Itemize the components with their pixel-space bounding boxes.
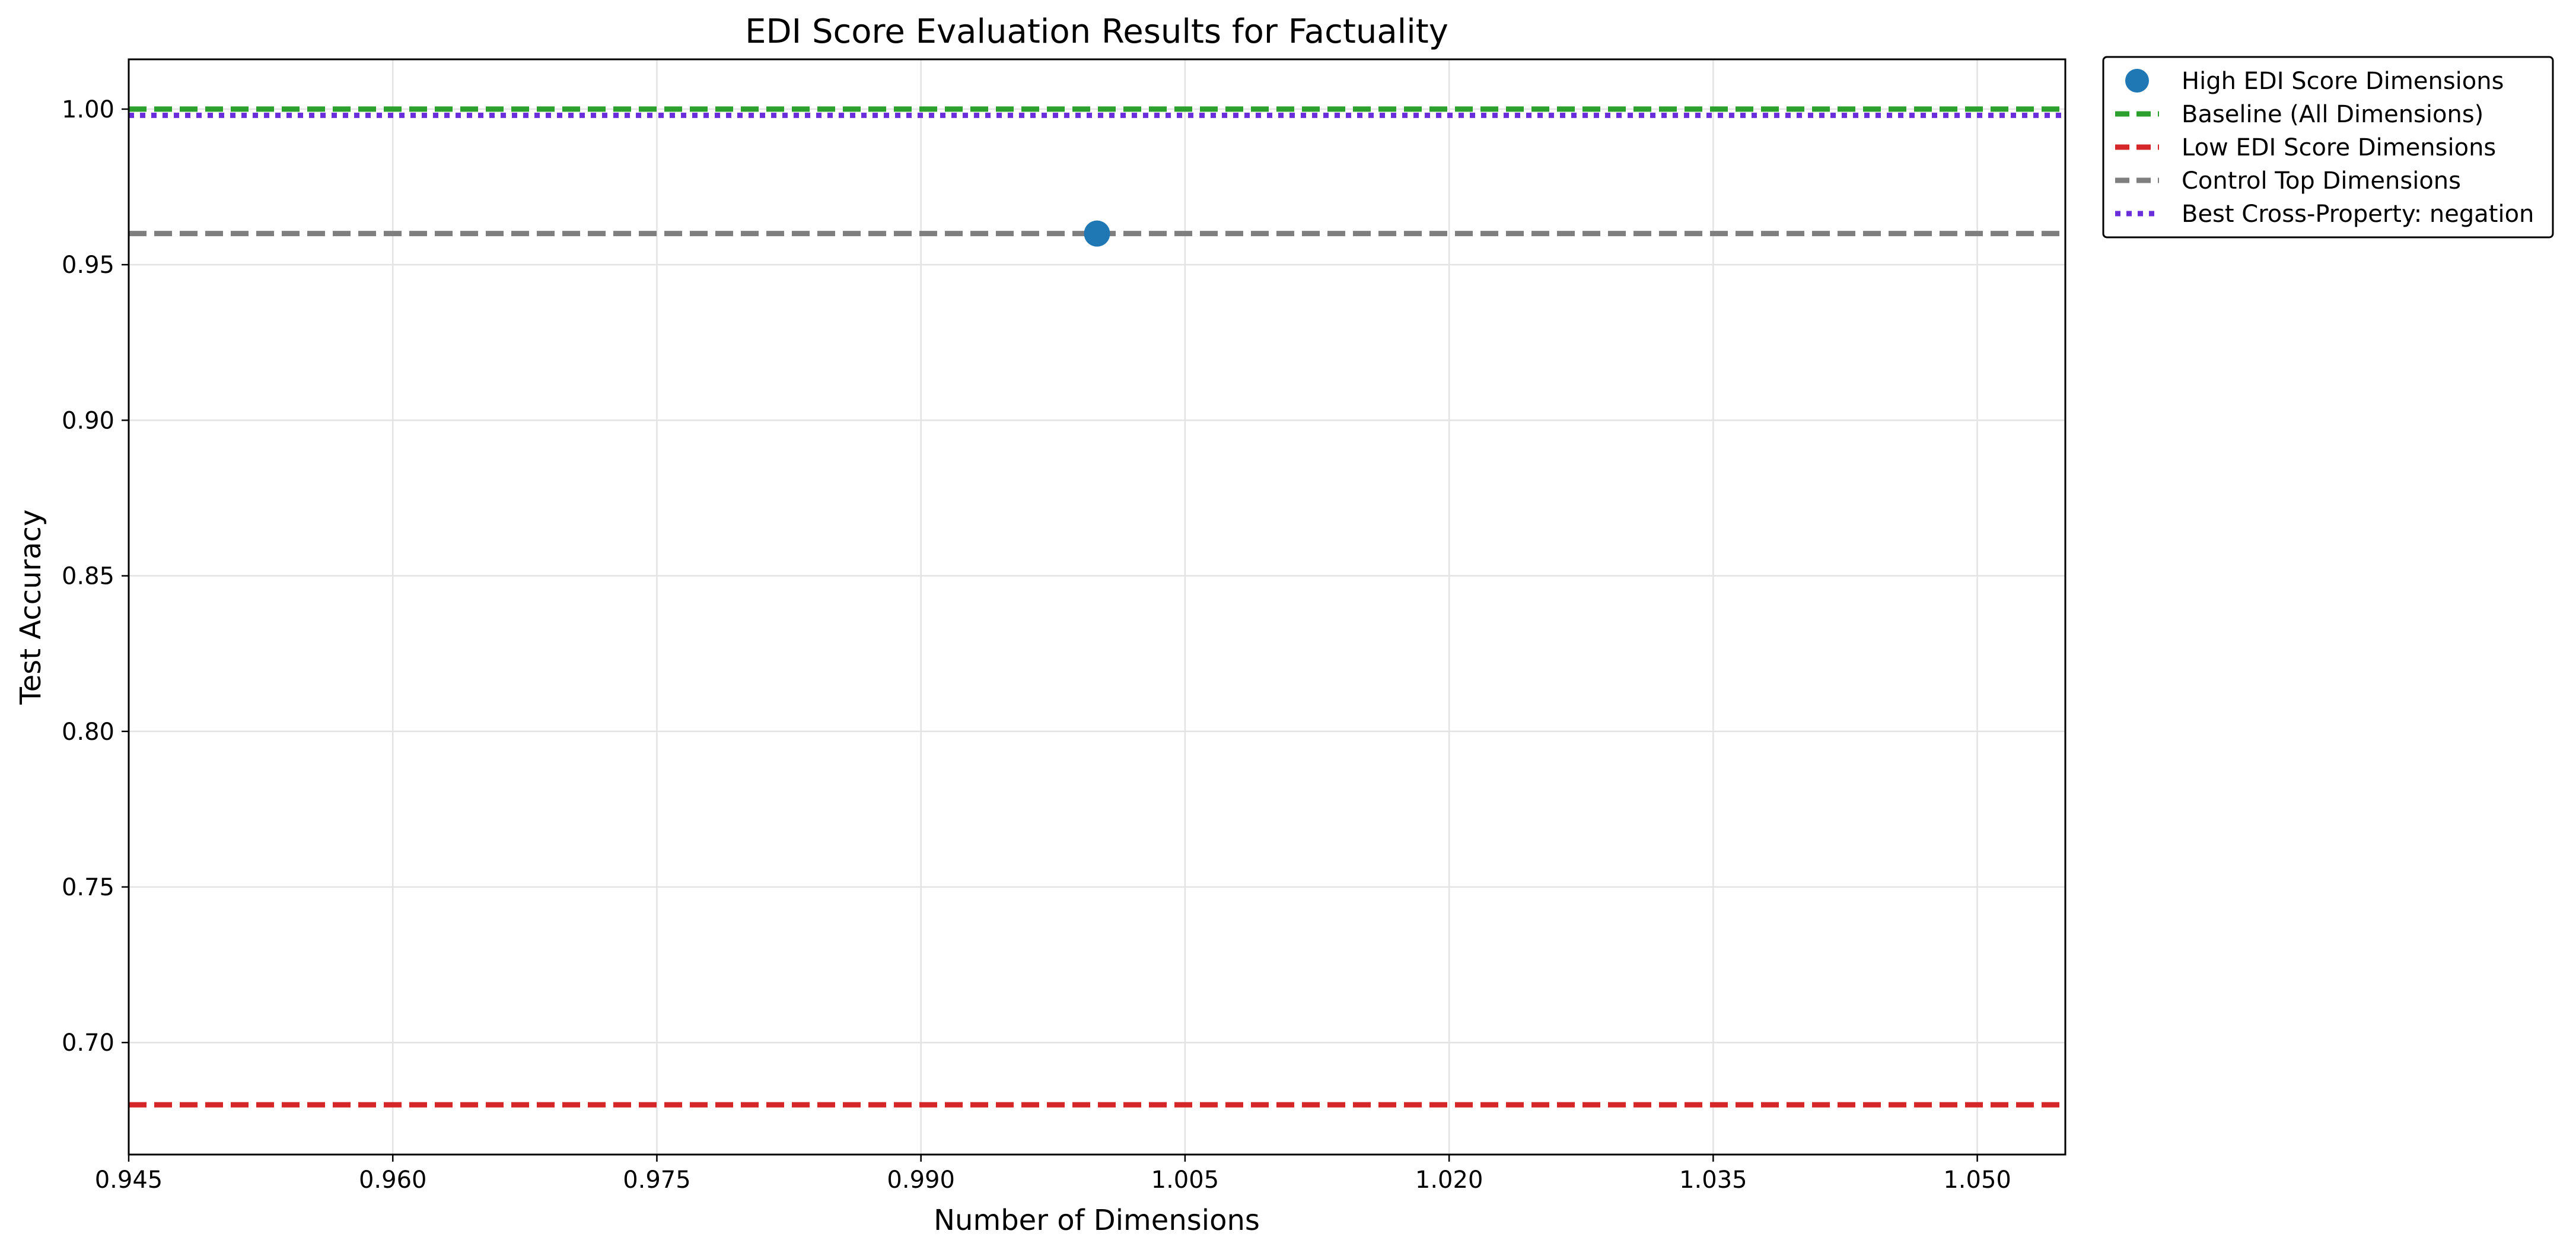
x-tick-label: 1.005 <box>1151 1166 1219 1194</box>
x-tick-label: 0.945 <box>95 1166 163 1194</box>
y-tick-label: 0.70 <box>62 1029 114 1057</box>
legend-label: Control Top Dimensions <box>2182 167 2461 195</box>
plot-frame <box>128 58 2066 1156</box>
legend-box <box>2102 56 2554 239</box>
x-tick-label: 1.035 <box>1679 1166 1747 1194</box>
x-axis-label: Number of Dimensions <box>934 1204 1260 1237</box>
legend: High EDI Score Dimensions Baseline (All D… <box>2102 56 2554 239</box>
x-tick-label: 0.975 <box>623 1166 691 1194</box>
legend-marker <box>2125 69 2149 93</box>
y-tick-label: 0.80 <box>62 718 114 746</box>
y-tick-label: 0.90 <box>62 407 114 434</box>
legend-label: Baseline (All Dimensions) <box>2182 101 2483 128</box>
y-tick-label: 1.00 <box>62 96 114 123</box>
x-tick-label: 1.050 <box>1943 1166 2011 1194</box>
x-tick-label: 1.020 <box>1415 1166 1483 1194</box>
legend-label: Low EDI Score Dimensions <box>2182 134 2496 161</box>
legend-label: High EDI Score Dimensions <box>2182 68 2504 95</box>
plot-series <box>129 106 2065 1108</box>
x-tick-label: 0.990 <box>887 1166 955 1194</box>
y-tick-label: 0.95 <box>62 252 114 279</box>
y-tick-label: 0.75 <box>62 874 114 901</box>
y-tick-label: 0.85 <box>62 563 114 590</box>
x-tick-label: 0.960 <box>359 1166 427 1194</box>
axis-ticks: 0.945 0.960 0.975 0.990 1.005 1.020 1.035 1.050… <box>62 96 2011 1194</box>
data-point <box>1084 220 1110 247</box>
grid <box>128 59 2065 1155</box>
chart-title: EDI Score Evaluation Results for Factual… <box>745 12 1448 51</box>
y-axis-label: Test Accuracy <box>14 510 47 705</box>
legend-label: Best Cross-Property: negation <box>2182 201 2534 228</box>
